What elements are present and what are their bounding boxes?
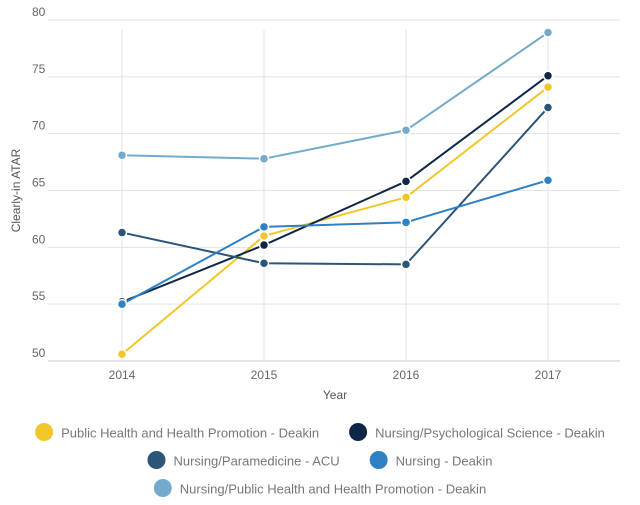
- series-line: [121, 31, 549, 160]
- data-point[interactable]: [400, 125, 412, 136]
- legend-item[interactable]: Nursing - Deakin: [369, 451, 493, 469]
- series-lines: [116, 27, 554, 360]
- legend-marker: [369, 451, 388, 469]
- data-point[interactable]: [542, 70, 554, 81]
- legend-item[interactable]: Public Health and Health Promotion - Dea…: [35, 423, 319, 441]
- data-point[interactable]: [258, 230, 270, 242]
- legend-label: Public Health and Health Promotion - Dea…: [61, 426, 319, 441]
- legend-label: Nursing/Public Health and Health Promoti…: [180, 482, 486, 497]
- y-tick-label: 70: [32, 119, 46, 133]
- legend-marker: [147, 451, 166, 469]
- series-1: [116, 81, 554, 360]
- series-5: [116, 27, 554, 164]
- y-axis-title: Clearly-in ATAR: [9, 148, 23, 232]
- legend-label: Nursing/Paramedicine - ACU: [173, 454, 339, 469]
- data-point[interactable]: [116, 348, 128, 360]
- data-point[interactable]: [258, 221, 270, 233]
- legend-label: Nursing - Deakin: [396, 454, 493, 469]
- data-point[interactable]: [542, 102, 554, 113]
- y-tick-label: 55: [32, 289, 46, 303]
- series-line: [121, 179, 549, 306]
- x-axis-ticks: 2014 2015 2016 2017: [109, 368, 562, 382]
- y-tick-label: 50: [32, 346, 46, 360]
- x-tick-label: 2017: [535, 368, 562, 382]
- series-line: [121, 86, 549, 355]
- series-4: [116, 175, 554, 310]
- data-point[interactable]: [400, 176, 412, 187]
- data-point[interactable]: [116, 298, 128, 310]
- data-point[interactable]: [400, 217, 412, 228]
- x-tick-label: 2016: [393, 368, 420, 382]
- y-tick-label: 65: [32, 176, 46, 190]
- y-tick-label: 75: [32, 62, 46, 76]
- legend-item[interactable]: Nursing/Public Health and Health Promoti…: [153, 479, 486, 497]
- legend-marker: [153, 479, 172, 497]
- data-point[interactable]: [116, 227, 128, 238]
- y-tick-label: 60: [32, 232, 46, 246]
- data-point[interactable]: [116, 150, 128, 161]
- legend-marker: [35, 423, 54, 441]
- x-axis-title: Year: [323, 388, 347, 402]
- data-point[interactable]: [542, 27, 554, 38]
- y-axis-ticks: 50 55 60 65 70 75 80: [32, 5, 46, 360]
- data-point[interactable]: [258, 153, 270, 164]
- data-point[interactable]: [258, 257, 270, 269]
- series-line: [121, 74, 549, 303]
- legend-item[interactable]: Nursing/Paramedicine - ACU: [147, 451, 340, 469]
- data-point[interactable]: [400, 192, 412, 203]
- series-line: [121, 106, 549, 266]
- data-point[interactable]: [400, 259, 412, 270]
- gridlines: [48, 19, 620, 362]
- x-tick-label: 2014: [109, 368, 136, 382]
- data-point[interactable]: [542, 81, 554, 93]
- x-tick-label: 2015: [251, 368, 278, 382]
- legend: Public Health and Health Promotion - Dea…: [35, 423, 605, 497]
- y-tick-label: 80: [32, 5, 46, 19]
- legend-marker: [349, 423, 368, 441]
- legend-label: Nursing/Psychological Science - Deakin: [375, 426, 605, 441]
- data-point[interactable]: [542, 175, 554, 186]
- series-3: [116, 102, 554, 270]
- legend-item[interactable]: Nursing/Psychological Science - Deakin: [349, 423, 605, 441]
- data-point[interactable]: [258, 239, 270, 251]
